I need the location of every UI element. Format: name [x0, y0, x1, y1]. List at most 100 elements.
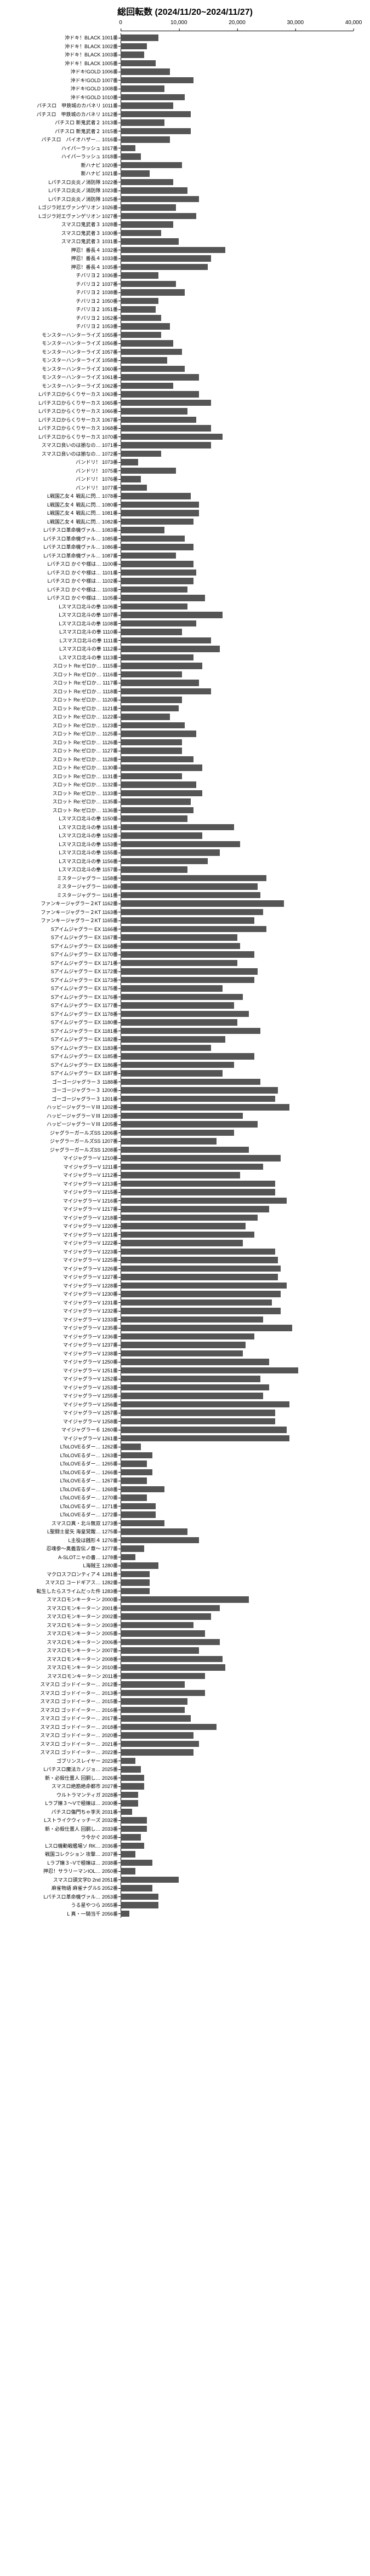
bar-track: [121, 186, 370, 195]
bar-row: L戦国乙女４ 戦乱に閃… 1080番: [0, 501, 370, 509]
bar-track: [121, 1663, 370, 1672]
bar-row: マイジャグラーV 1223番: [0, 1247, 370, 1256]
x-tick: 30,000: [287, 20, 304, 26]
bar-track: [121, 1171, 370, 1180]
bar-label: マイジャグラーV 1225番: [0, 1256, 121, 1263]
bar-row: スマスロ ゴッドイーター… 2018番: [0, 1723, 370, 1732]
bar: [121, 875, 266, 882]
bar-track: [121, 84, 370, 93]
bar: [121, 1316, 263, 1323]
bar-row: Lラブ嬢３～Vで極嬢は… 2030番: [0, 1799, 370, 1808]
bar-label: チバリヨ２ 1037番: [0, 280, 121, 288]
bar-label: マイジャグラーV 1226番: [0, 1265, 121, 1272]
bar-row: うる星やつら 2055番: [0, 1901, 370, 1910]
bar: [121, 1308, 281, 1314]
bar: [121, 1724, 217, 1730]
bar-row: スマスロ ゴッドイーター… 2016番: [0, 1706, 370, 1715]
bar-row: Sアイムジャグラー EX 1177番: [0, 1001, 370, 1010]
bar-label: Lパチスロからくりサーカス 1065番: [0, 399, 121, 406]
bar-row: Sアイムジャグラー EX 1173番: [0, 976, 370, 985]
bar-label: 新ハナビ 1021番: [0, 170, 121, 177]
bar-row: Lラブ嬢３~Vで極嬢は… 2038番: [0, 1859, 370, 1867]
bar-track: [121, 857, 370, 866]
bar-label: スロット Re:ゼロか… 1128番: [0, 756, 121, 763]
bar: [121, 519, 193, 525]
bar-label: 沖ドキ!GOLD 1007番: [0, 77, 121, 84]
bar: [121, 1147, 249, 1153]
bar-track: [121, 144, 370, 153]
bar-row: マイジャグラーV 1255番: [0, 1392, 370, 1400]
bar-label: スマスロモンキーターン 2010番: [0, 1664, 121, 1671]
bar-row: Lパチスロ炎炎ノ消防隊 1025番: [0, 195, 370, 204]
bar-label: Lスマスロ北斗の拳 1111番: [0, 637, 121, 644]
bar-row: スロット Re:ゼロか… 1128番: [0, 755, 370, 764]
bar-row: スマスロモンキーターン 2002番: [0, 1612, 370, 1621]
bar: [121, 170, 150, 177]
bar-label: ジャグラーガールズSS 1206番: [0, 1129, 121, 1136]
bar-label: マイジャグラーV 1255番: [0, 1392, 121, 1399]
bar-label: 沖ドキ!GOLD 1006番: [0, 68, 121, 75]
bar-label: マイジャグラーV 1210番: [0, 1154, 121, 1162]
bar: [121, 781, 196, 788]
bar-track: [121, 1765, 370, 1774]
bar-row: スマスロモンキーターン 2006番: [0, 1638, 370, 1647]
bar-row: Lスマスロ北斗の拳 1151番: [0, 823, 370, 832]
bar: [121, 1350, 243, 1357]
bar-row: バンドリ！ 1075番: [0, 467, 370, 475]
bar: [121, 1902, 158, 1908]
bar-label: 沖ドキ！BLACK 1005番: [0, 60, 121, 67]
bar: [121, 77, 193, 84]
bar-track: [121, 1035, 370, 1044]
bar-row: Sアイムジャグラー EX 1168番: [0, 942, 370, 951]
bar-row: スマスロモンキーターン 2010番: [0, 1663, 370, 1672]
bar-label: スマスロ ゴッドイーター… 2017番: [0, 1715, 121, 1722]
bar-row: マイジャグラーV 1251番: [0, 1366, 370, 1375]
bar-row: Sアイムジャグラー EX 1186番: [0, 1061, 370, 1070]
bar: [121, 1036, 225, 1043]
bar-label: Lラブ嬢３～Vで極嬢は… 2030番: [0, 1799, 121, 1807]
bar-track: [121, 1018, 370, 1027]
bar-label: スマスロ ゴッドイーター… 2015番: [0, 1698, 121, 1705]
bar-row: ゴーゴージャグラー３ 1188番: [0, 1078, 370, 1086]
bar: [121, 1232, 254, 1238]
bar-row: 押忍！番長４ 1033番: [0, 254, 370, 263]
bar: [121, 1775, 144, 1781]
bar-row: Lパチスロからくりサーカス 1066番: [0, 407, 370, 416]
bar-label: スロット Re:ゼロか… 1135番: [0, 798, 121, 805]
bar-label: ミスタージャグラー 1161番: [0, 892, 121, 899]
bar-label: モンスターハンターライズ 1062番: [0, 382, 121, 389]
bar-label: パチスロ 新鬼武者２ 1013番: [0, 119, 121, 126]
bar-label: Lスマスロ北斗の拳 1157番: [0, 866, 121, 873]
bar: [121, 1673, 205, 1680]
bar-track: [121, 212, 370, 221]
bar-row: スロット Re:ゼロか… 1125番: [0, 729, 370, 738]
bar: [121, 68, 170, 75]
bar-row: Lパチスロ かぐや様は… 1101番: [0, 568, 370, 577]
bar-label: モンスターハンターライズ 1055番: [0, 331, 121, 338]
bar-label: Lスマスロ北斗の拳 1108番: [0, 620, 121, 627]
bar: [121, 705, 179, 712]
bar-track: [121, 712, 370, 721]
bar-track: [121, 1341, 370, 1349]
bar-track: [121, 1154, 370, 1163]
bar-label: ウルトラマンティガ 2028番: [0, 1791, 121, 1798]
bar-label: L戦国乙女４ 戦乱に閃… 1082番: [0, 518, 121, 525]
bar-label: L戦国乙女４ 戦乱に閃… 1080番: [0, 501, 121, 508]
bar-label: Sアイムジャグラー EX 1183番: [0, 1044, 121, 1051]
bar-label: マイジャグラーV 1252番: [0, 1375, 121, 1382]
bar: [121, 281, 176, 288]
bar-row: スマスロ ゴッドイーター… 2015番: [0, 1697, 370, 1706]
bar-label: マイジャグラーV 1232番: [0, 1307, 121, 1314]
bar-track: [121, 1408, 370, 1417]
bar-track: [121, 1052, 370, 1061]
bar-label: スマスロモンキーターン 2007番: [0, 1647, 121, 1654]
bar-track: [121, 560, 370, 568]
bar-row: Lパチスロからくりサーカス 1063番: [0, 390, 370, 399]
bar-track: [121, 823, 370, 832]
bar-track: [121, 755, 370, 764]
bar: [121, 1834, 141, 1841]
bar-row: マイジャグラーV 1225番: [0, 1256, 370, 1264]
bar: [121, 94, 185, 101]
bar-track: [121, 1120, 370, 1129]
bar: [121, 951, 254, 958]
